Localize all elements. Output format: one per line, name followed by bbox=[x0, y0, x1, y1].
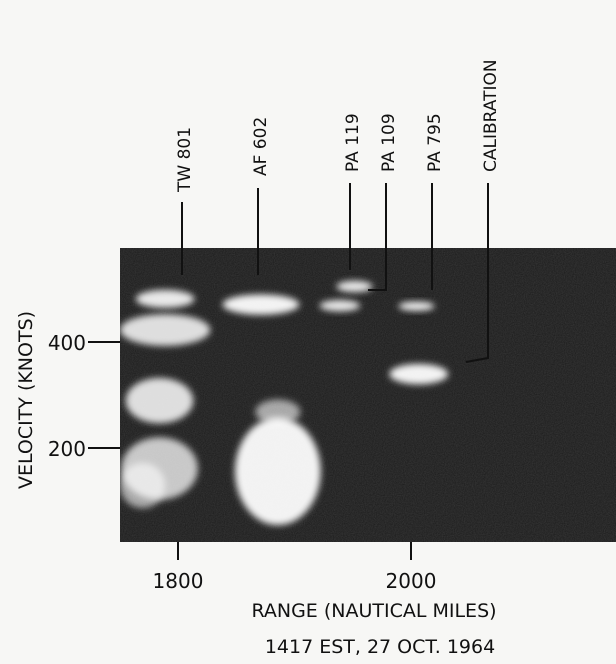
leader-line bbox=[465, 183, 489, 363]
target-label: PA 795 bbox=[425, 113, 445, 172]
target-label: TW 801 bbox=[175, 127, 195, 193]
y-axis-label: VELOCITY (KNOTS) bbox=[15, 311, 37, 489]
target-label: PA 109 bbox=[379, 113, 399, 172]
chart-caption: 1417 EST, 27 OCT. 1964 bbox=[265, 636, 495, 658]
y-tick-label: 400 bbox=[48, 331, 86, 355]
target-label: AF 602 bbox=[251, 117, 271, 176]
leader-line bbox=[368, 183, 387, 291]
x-axis-label: RANGE (NAUTICAL MILES) bbox=[251, 600, 496, 622]
target-labels: TW 801 AF 602 PA 119 PA 109 PA 795 CALIB… bbox=[175, 59, 501, 363]
y-tick-label: 200 bbox=[48, 437, 86, 461]
x-tick-label: 2000 bbox=[386, 569, 437, 593]
film-grain bbox=[120, 248, 616, 542]
target-label: PA 119 bbox=[343, 113, 363, 172]
x-tick-label: 1800 bbox=[153, 569, 204, 593]
target-label: CALIBRATION bbox=[481, 59, 501, 172]
